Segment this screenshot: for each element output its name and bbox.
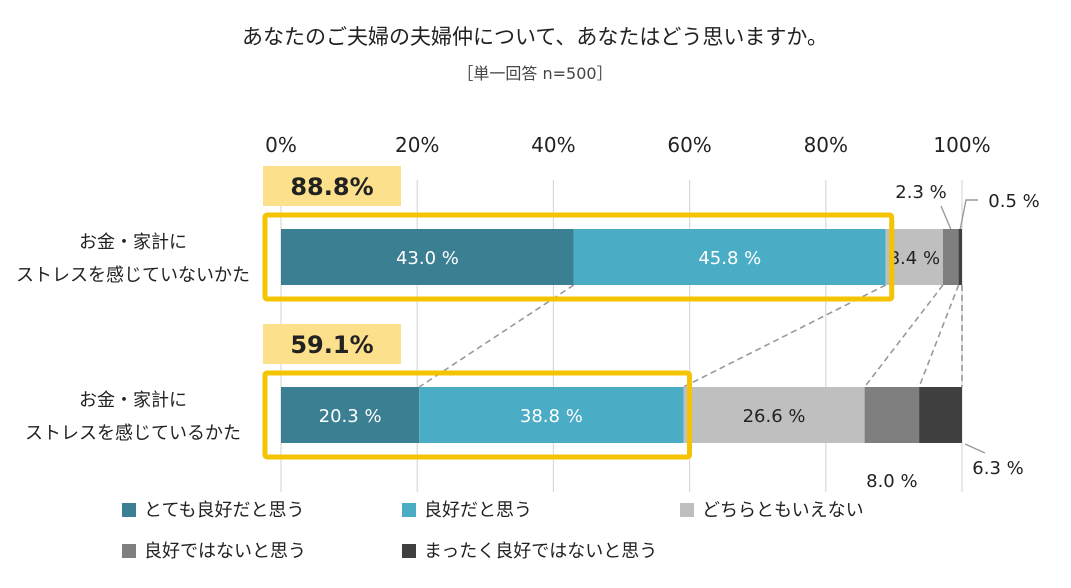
legend-swatch-3 — [680, 503, 694, 517]
data-label: 6.3 % — [972, 458, 1023, 479]
category-label: お金・家計に — [79, 232, 187, 253]
bar-segment-2-5 — [919, 387, 962, 443]
highlight-total-label: 88.8% — [290, 173, 373, 201]
bar-segment-1-4 — [942, 229, 959, 285]
highlight-badge-2 — [263, 324, 401, 364]
bar-segment-1-1 — [281, 229, 574, 285]
highlight-box-1 — [262, 212, 895, 302]
category-label: ストレスを感じているかた — [25, 423, 241, 444]
legend-label: とても良好だと思う — [144, 500, 305, 521]
leader-line — [964, 443, 986, 454]
x-tick-label: 0% — [265, 133, 297, 157]
legend-label: 良好だと思う — [424, 500, 532, 521]
data-label: 8.0 % — [866, 471, 917, 492]
chart-subtitle: ［単一回答 n=500］ — [457, 64, 612, 83]
x-axis-ticks: 0% 20% 40% 60% 80% 100% — [265, 133, 990, 157]
legend-label: まったく良好ではないと思う — [424, 541, 657, 562]
x-tick-label: 100% — [933, 133, 990, 157]
data-label: 43.0 % — [396, 248, 459, 269]
x-tick-label: 60% — [667, 133, 711, 157]
legend-swatch-4 — [122, 544, 136, 558]
bar-segment-1-5 — [958, 229, 962, 285]
x-tick-label: 40% — [531, 133, 575, 157]
connector-line-4 — [918, 284, 960, 388]
leader-line — [940, 205, 952, 230]
connector-line-3 — [863, 284, 944, 388]
highlight-total-label: 59.1% — [290, 331, 373, 359]
data-label: 20.3 % — [319, 406, 382, 427]
segment-labels: 43.0 % 45.8 % 8.4 % 2.3 % 0.5 % 20.3 % 38.8 % 2… — [319, 182, 1040, 492]
bar-segment-1-3 — [885, 229, 943, 285]
highlight-boxes: 88.8% 59.1% — [262, 166, 895, 460]
legend-swatch-1 — [122, 503, 136, 517]
bar-segment-1-2 — [573, 229, 886, 285]
connector-lines — [418, 284, 963, 388]
bar-segment-2-3 — [683, 387, 865, 443]
chart-title: あなたのご夫婦の夫婦仲について、あなたはどう思いますか。 — [242, 25, 828, 49]
category-label: お金・家計に — [79, 390, 187, 411]
category-label: ストレスを感じていないかた — [16, 265, 250, 286]
x-tick-label: 20% — [395, 133, 439, 157]
connector-line-2 — [683, 284, 887, 388]
leader-line — [959, 199, 978, 230]
highlight-badge-1 — [263, 166, 401, 206]
data-label: 0.5 % — [988, 191, 1039, 212]
data-label: 8.4 % — [889, 248, 940, 269]
bar-segments — [281, 229, 962, 443]
data-label: 2.3 % — [895, 182, 946, 203]
data-label: 38.8 % — [520, 406, 583, 427]
bar-segment-2-2 — [419, 387, 684, 443]
legend-swatch-2 — [402, 503, 416, 517]
legend-label: どちらともいえない — [702, 500, 864, 521]
legend-label: 良好ではないと思う — [144, 541, 306, 562]
bar-segment-2-1 — [281, 387, 420, 443]
connector-line-1 — [418, 284, 575, 388]
highlight-box-2 — [262, 370, 692, 460]
bar-segment-2-4 — [864, 387, 920, 443]
data-label: 45.8 % — [698, 248, 761, 269]
x-tick-label: 80% — [804, 133, 848, 157]
legend-swatch-5 — [402, 544, 416, 558]
data-label: 26.6 % — [743, 406, 806, 427]
